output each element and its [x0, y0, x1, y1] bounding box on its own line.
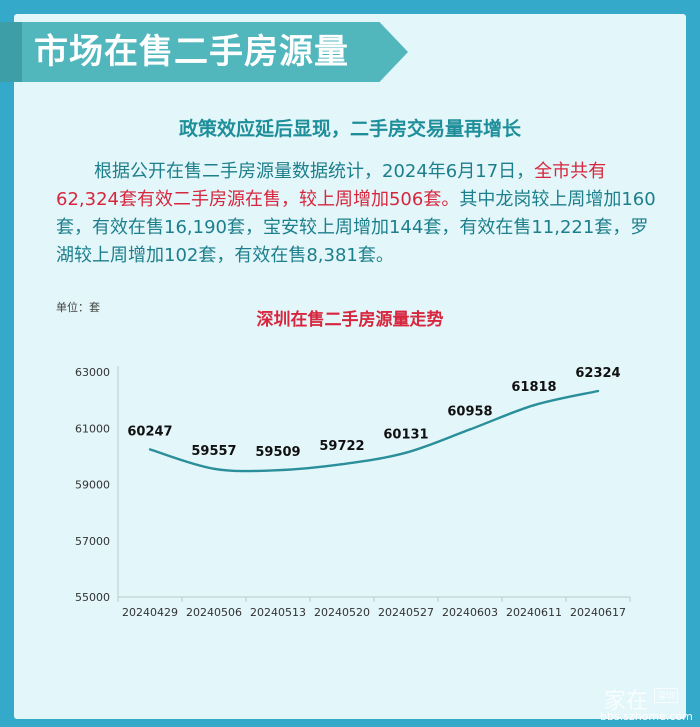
- x-tick-label: 20240611: [506, 606, 562, 619]
- page-title: 市场在售二手房源量: [34, 32, 349, 72]
- data-label: 60958: [447, 404, 492, 419]
- data-label: 59557: [191, 444, 236, 459]
- chart-unit-label: 单位：套: [56, 301, 100, 314]
- y-tick-label: 63000: [75, 366, 110, 379]
- data-point: [468, 428, 472, 431]
- data-point: [596, 389, 600, 393]
- watermark-url: bbs.szhome.com: [600, 710, 693, 723]
- x-tick-label: 20240617: [570, 606, 626, 619]
- data-point: [276, 468, 280, 472]
- data-point: [404, 451, 408, 454]
- paragraph-text-2: 其中龙岗较上周增加160套，有效在售16,190套，宝安较上周增加144套，有效…: [56, 189, 656, 266]
- chart-title: 深圳在售二手房源量走势: [256, 310, 444, 330]
- x-tick-label: 20240527: [378, 606, 434, 619]
- data-label: 62324: [575, 366, 620, 381]
- paragraph-text-1: 根据公开在售二手房源量数据统计，2024年6月17日，: [94, 161, 535, 182]
- data-label: 59509: [255, 445, 300, 460]
- x-tick-label: 20240603: [442, 606, 498, 619]
- watermark-city: 深圳: [654, 688, 679, 703]
- article-paragraph: 根据公开在售二手房源量数据统计，2024年6月17日，全市共有62,324套有效…: [56, 158, 656, 270]
- y-tick-label: 59000: [75, 479, 110, 492]
- article-subtitle: 政策效应延后显现，二手房交易量再增长: [178, 118, 521, 140]
- data-label: 59722: [319, 439, 364, 454]
- series-line: [149, 389, 599, 473]
- data-label: 60247: [127, 424, 172, 439]
- x-tick-label: 20240429: [122, 606, 178, 619]
- x-tick-label: 20240513: [250, 606, 306, 619]
- title-banner: [0, 22, 408, 82]
- data-point: [340, 462, 344, 466]
- x-tick-label: 20240506: [186, 606, 242, 619]
- y-tick-label: 61000: [75, 422, 110, 435]
- data-point: [212, 467, 216, 471]
- x-tick-label: 20240520: [314, 606, 370, 619]
- watermark-brand: 家在: [604, 689, 649, 714]
- y-tick-label: 55000: [75, 591, 110, 604]
- y-tick-label: 57000: [75, 535, 110, 548]
- title-banner-accent: [0, 22, 22, 82]
- content-card: [14, 14, 686, 719]
- data-label: 61818: [511, 380, 556, 395]
- paragraph-highlight: 全市共有62,324套有效二手房源在售，较上周增加506套。: [56, 161, 607, 210]
- data-point: [148, 448, 152, 451]
- data-label: 60131: [383, 428, 428, 443]
- data-point: [532, 404, 536, 407]
